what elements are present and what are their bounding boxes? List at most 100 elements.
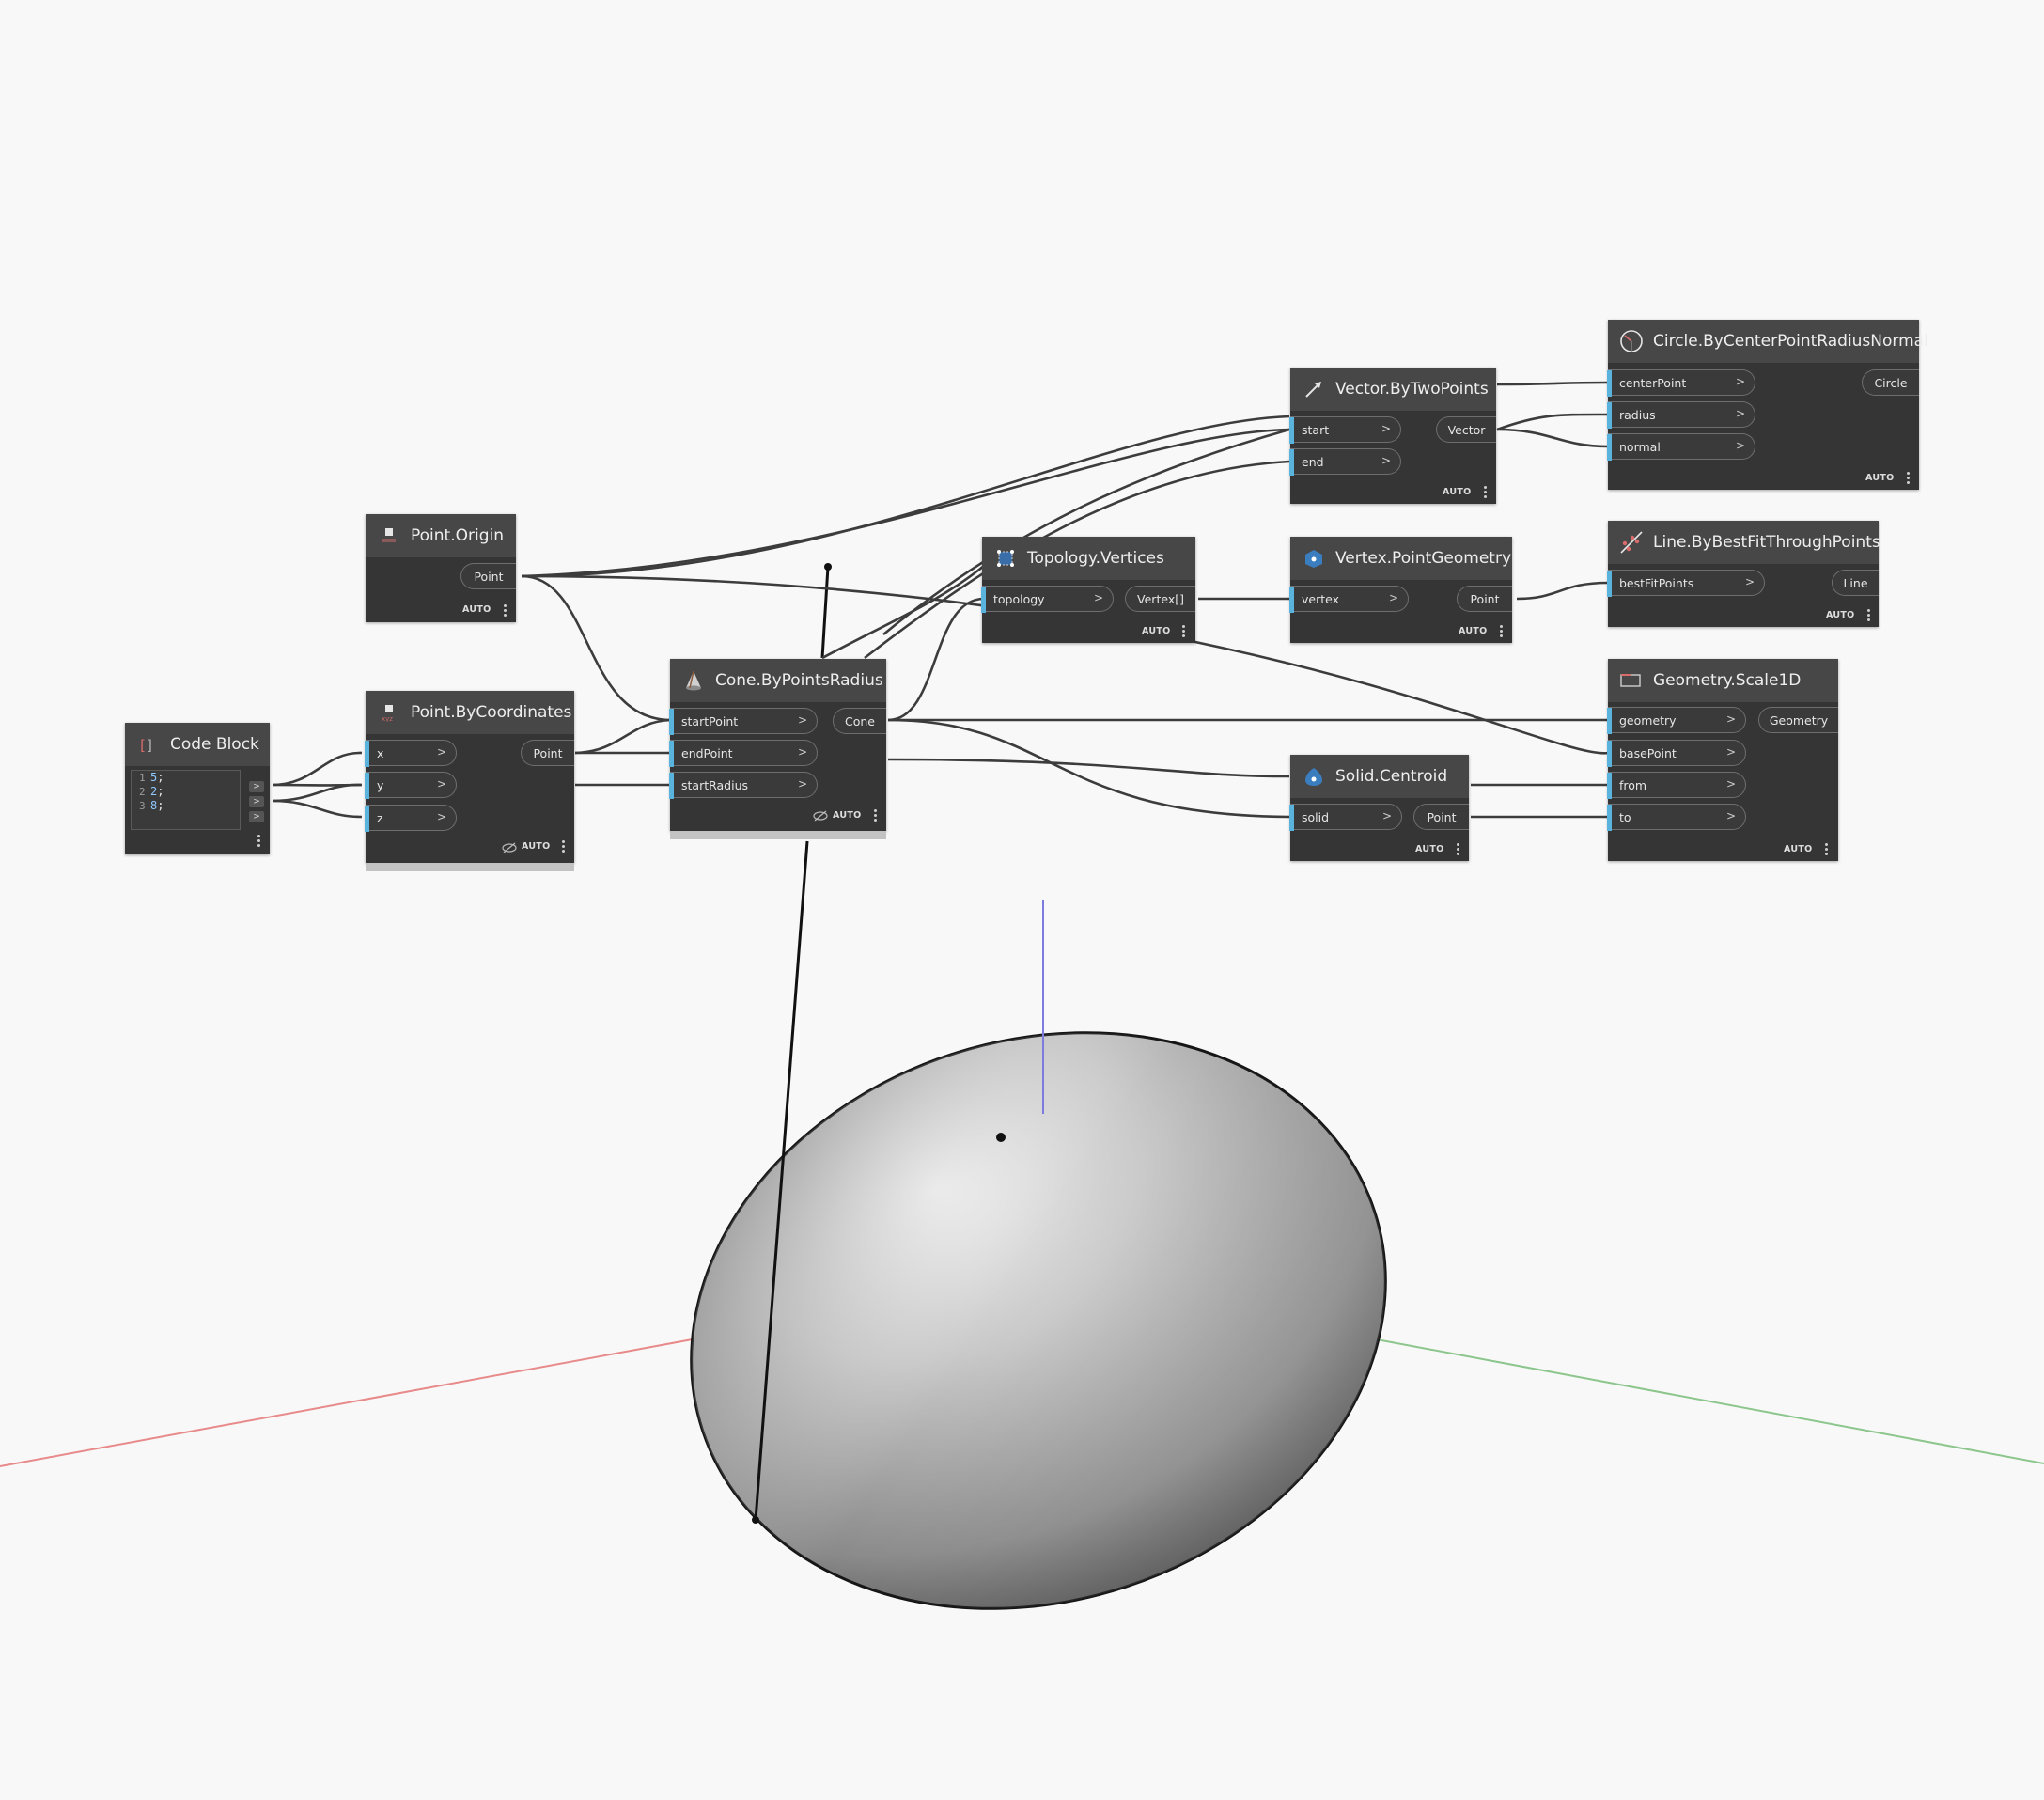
- input-port-bestfitpoints[interactable]: bestFitPoints >: [1607, 570, 1765, 597]
- input-port-startradius[interactable]: startRadius >: [669, 772, 818, 799]
- node-title: Cone.ByPointsRadius: [715, 671, 883, 690]
- code-line: 1 5;: [139, 771, 164, 784]
- node-menu-icon[interactable]: [1865, 607, 1871, 623]
- node-menu-icon[interactable]: [1498, 623, 1504, 639]
- output-port-point[interactable]: Point: [1457, 586, 1512, 612]
- output-port-geometry[interactable]: Geometry: [1758, 707, 1838, 733]
- circle-by-center-point-radius-normal-node[interactable]: Circle.ByCenterPointRadiusNormal centerP…: [1607, 320, 1928, 490]
- node-menu-icon[interactable]: [502, 603, 507, 618]
- point-by-coordinates-node[interactable]: xyz Point.ByCoordinates x > y > z > Point A…: [365, 691, 574, 871]
- node-menu-icon[interactable]: [256, 833, 261, 849]
- input-port-startpoint[interactable]: startPoint >: [669, 708, 818, 735]
- vector-by-two-points-node[interactable]: Vector.ByTwoPoints start > end > Vector AU…: [1289, 368, 1496, 504]
- input-port-x[interactable]: x >: [365, 740, 457, 767]
- lacing-label: AUTO: [1415, 844, 1444, 854]
- input-port-normal[interactable]: normal >: [1607, 433, 1755, 461]
- input-port-topology[interactable]: topology >: [981, 586, 1114, 613]
- lacing-label: AUTO: [1142, 626, 1171, 636]
- wire: [1496, 428, 1609, 448]
- code-output-port[interactable]: >: [249, 811, 264, 822]
- output-port-point[interactable]: Point: [460, 563, 516, 589]
- node-title: Point.Origin: [411, 526, 504, 545]
- input-port-centerpoint[interactable]: centerPoint >: [1607, 369, 1755, 397]
- node-menu-icon[interactable]: [1180, 623, 1186, 639]
- solid-centroid-node[interactable]: Solid.Centroid solid > Point AUTO: [1289, 755, 1469, 861]
- preview-hidden-icon: [812, 807, 829, 825]
- node-title: Point.ByCoordinates: [411, 703, 572, 722]
- point-origin-node[interactable]: Point.Origin Point AUTO: [366, 514, 516, 622]
- topology-vertices-node[interactable]: Topology.Vertices topology > Vertex[] AUT…: [981, 537, 1195, 643]
- input-port-start[interactable]: start >: [1289, 416, 1401, 444]
- wire: [574, 718, 671, 755]
- vertex-icon: [1302, 546, 1326, 571]
- wire: [887, 597, 985, 722]
- input-port-solid[interactable]: solid >: [1289, 804, 1402, 831]
- output-port-point[interactable]: Point: [521, 740, 574, 766]
- node-title: Code Block: [170, 735, 259, 754]
- node-menu-icon[interactable]: [1905, 470, 1911, 486]
- point-stick: [820, 566, 830, 659]
- input-port-y[interactable]: y >: [365, 772, 457, 799]
- lacing-label: AUTO: [833, 810, 862, 821]
- code-line: 3 8;: [139, 799, 164, 812]
- line-by-best-fit-through-points-node[interactable]: Line.ByBestFitThroughPoints bestFitPoint…: [1607, 521, 1880, 627]
- input-port-vertex[interactable]: vertex >: [1289, 586, 1409, 613]
- line-fit-icon: [1619, 530, 1644, 555]
- lacing-label: AUTO: [1826, 610, 1855, 620]
- wire: [272, 799, 363, 819]
- lacing-label: AUTO: [1459, 626, 1488, 636]
- node-menu-icon[interactable]: [1823, 841, 1829, 857]
- geometry-scale-1d-node[interactable]: Geometry.Scale1D geometry > basePoint > fr…: [1607, 659, 1838, 861]
- code-block-node[interactable]: [] Code Block 1 5; 2 2; 3 8; > > >: [125, 723, 270, 854]
- vector-preview-line: [754, 840, 809, 1521]
- vertex-point-geometry-node[interactable]: Vertex.PointGeometry vertex > Point AUTO: [1289, 537, 1512, 643]
- output-port-circle[interactable]: Circle: [1862, 369, 1919, 396]
- wire: [887, 718, 1290, 819]
- input-port-basepoint[interactable]: basePoint >: [1607, 740, 1746, 767]
- node-title: Vertex.PointGeometry: [1335, 549, 1512, 568]
- svg-text:[: [: [138, 737, 147, 753]
- node-menu-icon[interactable]: [1455, 841, 1460, 857]
- node-title: Topology.Vertices: [1027, 549, 1164, 568]
- code-output-port[interactable]: >: [249, 781, 264, 792]
- input-port-geometry[interactable]: geometry >: [1607, 707, 1746, 734]
- node-menu-icon[interactable]: [1482, 484, 1488, 500]
- input-port-radius[interactable]: radius >: [1607, 401, 1755, 429]
- svg-text:]: ]: [146, 737, 154, 753]
- input-port-z[interactable]: z >: [365, 805, 457, 832]
- solid-centroid-icon: [1302, 764, 1326, 789]
- wire: [1496, 413, 1609, 431]
- output-port-vector[interactable]: Vector: [1436, 416, 1496, 443]
- input-port-endpoint[interactable]: endPoint >: [669, 740, 818, 767]
- circle-icon: [1619, 329, 1644, 353]
- wire: [1516, 581, 1609, 601]
- node-title: Line.ByBestFitThroughPoints: [1653, 533, 1880, 552]
- lacing-label: AUTO: [1443, 487, 1472, 497]
- output-port-point[interactable]: Point: [1413, 804, 1469, 830]
- node-menu-icon[interactable]: [560, 838, 566, 854]
- node-menu-icon[interactable]: [872, 807, 878, 823]
- output-port-vertex-array[interactable]: Vertex[]: [1125, 586, 1195, 612]
- output-port-line[interactable]: Line: [1832, 570, 1879, 596]
- cone-preview: [690, 1031, 1387, 1610]
- y-axis-line: [1249, 1315, 2044, 1464]
- code-editor[interactable]: 1 5; 2 2; 3 8;: [131, 770, 241, 830]
- x-axis-line: [0, 1301, 898, 1467]
- code-output-port[interactable]: >: [249, 796, 264, 807]
- topology-icon: [993, 546, 1018, 571]
- cone-by-points-radius-node[interactable]: Cone.ByPointsRadius startPoint > endPoint…: [669, 659, 886, 839]
- node-title: Vector.ByTwoPoints: [1335, 380, 1489, 399]
- output-port-cone[interactable]: Cone: [833, 708, 886, 734]
- svg-text:xyz: xyz: [382, 715, 393, 722]
- preview-bubble-bar: [670, 831, 886, 839]
- wire: [272, 751, 363, 787]
- input-port-from[interactable]: from >: [1607, 772, 1746, 799]
- wire: [272, 783, 363, 803]
- input-port-to[interactable]: to >: [1607, 804, 1746, 831]
- lacing-label: AUTO: [1865, 473, 1895, 483]
- lacing-label: AUTO: [462, 604, 491, 615]
- input-port-end[interactable]: end >: [1289, 448, 1401, 476]
